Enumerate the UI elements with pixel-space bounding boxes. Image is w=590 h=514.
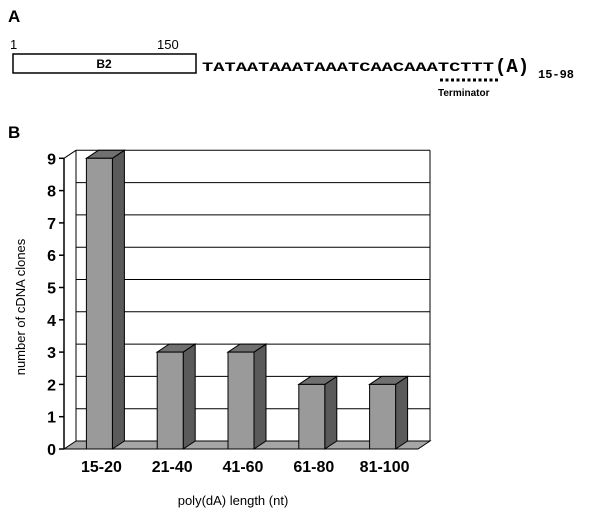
y-axis-label: number of cDNA clones xyxy=(13,238,28,375)
bar xyxy=(227,351,255,450)
bar-chart: 15-20 21-40 41-60 61-80 81-100 0 1 2 3 4 5 6 7 8 9 poly… xyxy=(13,149,432,508)
bar-side xyxy=(253,343,267,450)
y-tick-label: 4 xyxy=(47,313,56,330)
y-tick-label: 0 xyxy=(47,442,56,459)
x-tick-label: 15-20 xyxy=(81,459,122,476)
b2-element-box xyxy=(12,53,197,74)
bar xyxy=(369,383,397,450)
b2-start-number: 1 xyxy=(10,37,17,52)
x-axis-label: poly(dA) length (nt) xyxy=(178,493,289,508)
bar-side xyxy=(324,375,338,450)
bar-side xyxy=(395,375,409,450)
y-tick-label: 2 xyxy=(47,377,56,394)
y-tick-label: 3 xyxy=(47,345,56,362)
side-wall-top-edge xyxy=(63,149,77,159)
x-tick-label: 81-100 xyxy=(360,459,410,476)
bar xyxy=(85,157,113,450)
bar-side xyxy=(111,149,125,450)
y-tick-label: 8 xyxy=(47,184,56,201)
x-tick-label: 41-60 xyxy=(223,459,264,476)
b2-element-name: B2 xyxy=(96,57,112,71)
panel-b-label: B xyxy=(8,123,20,142)
x-tick-label: 21-40 xyxy=(152,459,193,476)
y-tick-label: 9 xyxy=(47,151,56,168)
polya-symbol: (A) xyxy=(495,56,529,78)
bar xyxy=(298,383,326,450)
y-tick-label: 5 xyxy=(47,281,56,298)
b2-end-number: 150 xyxy=(157,37,179,52)
y-tick-label: 7 xyxy=(47,216,56,233)
y-tick-label: 1 xyxy=(47,410,56,427)
x-tick-label: 61-80 xyxy=(293,459,334,476)
flanking-sequence: TATAATAAATAAATCAACAAATCTTT xyxy=(202,60,494,75)
terminator-label: Terminator xyxy=(438,88,490,99)
polya-range: 15-98 xyxy=(538,68,574,82)
bar-side xyxy=(182,343,196,450)
y-tick-label: 6 xyxy=(47,248,56,265)
bar xyxy=(156,351,184,450)
panel-a-label: A xyxy=(8,7,20,26)
